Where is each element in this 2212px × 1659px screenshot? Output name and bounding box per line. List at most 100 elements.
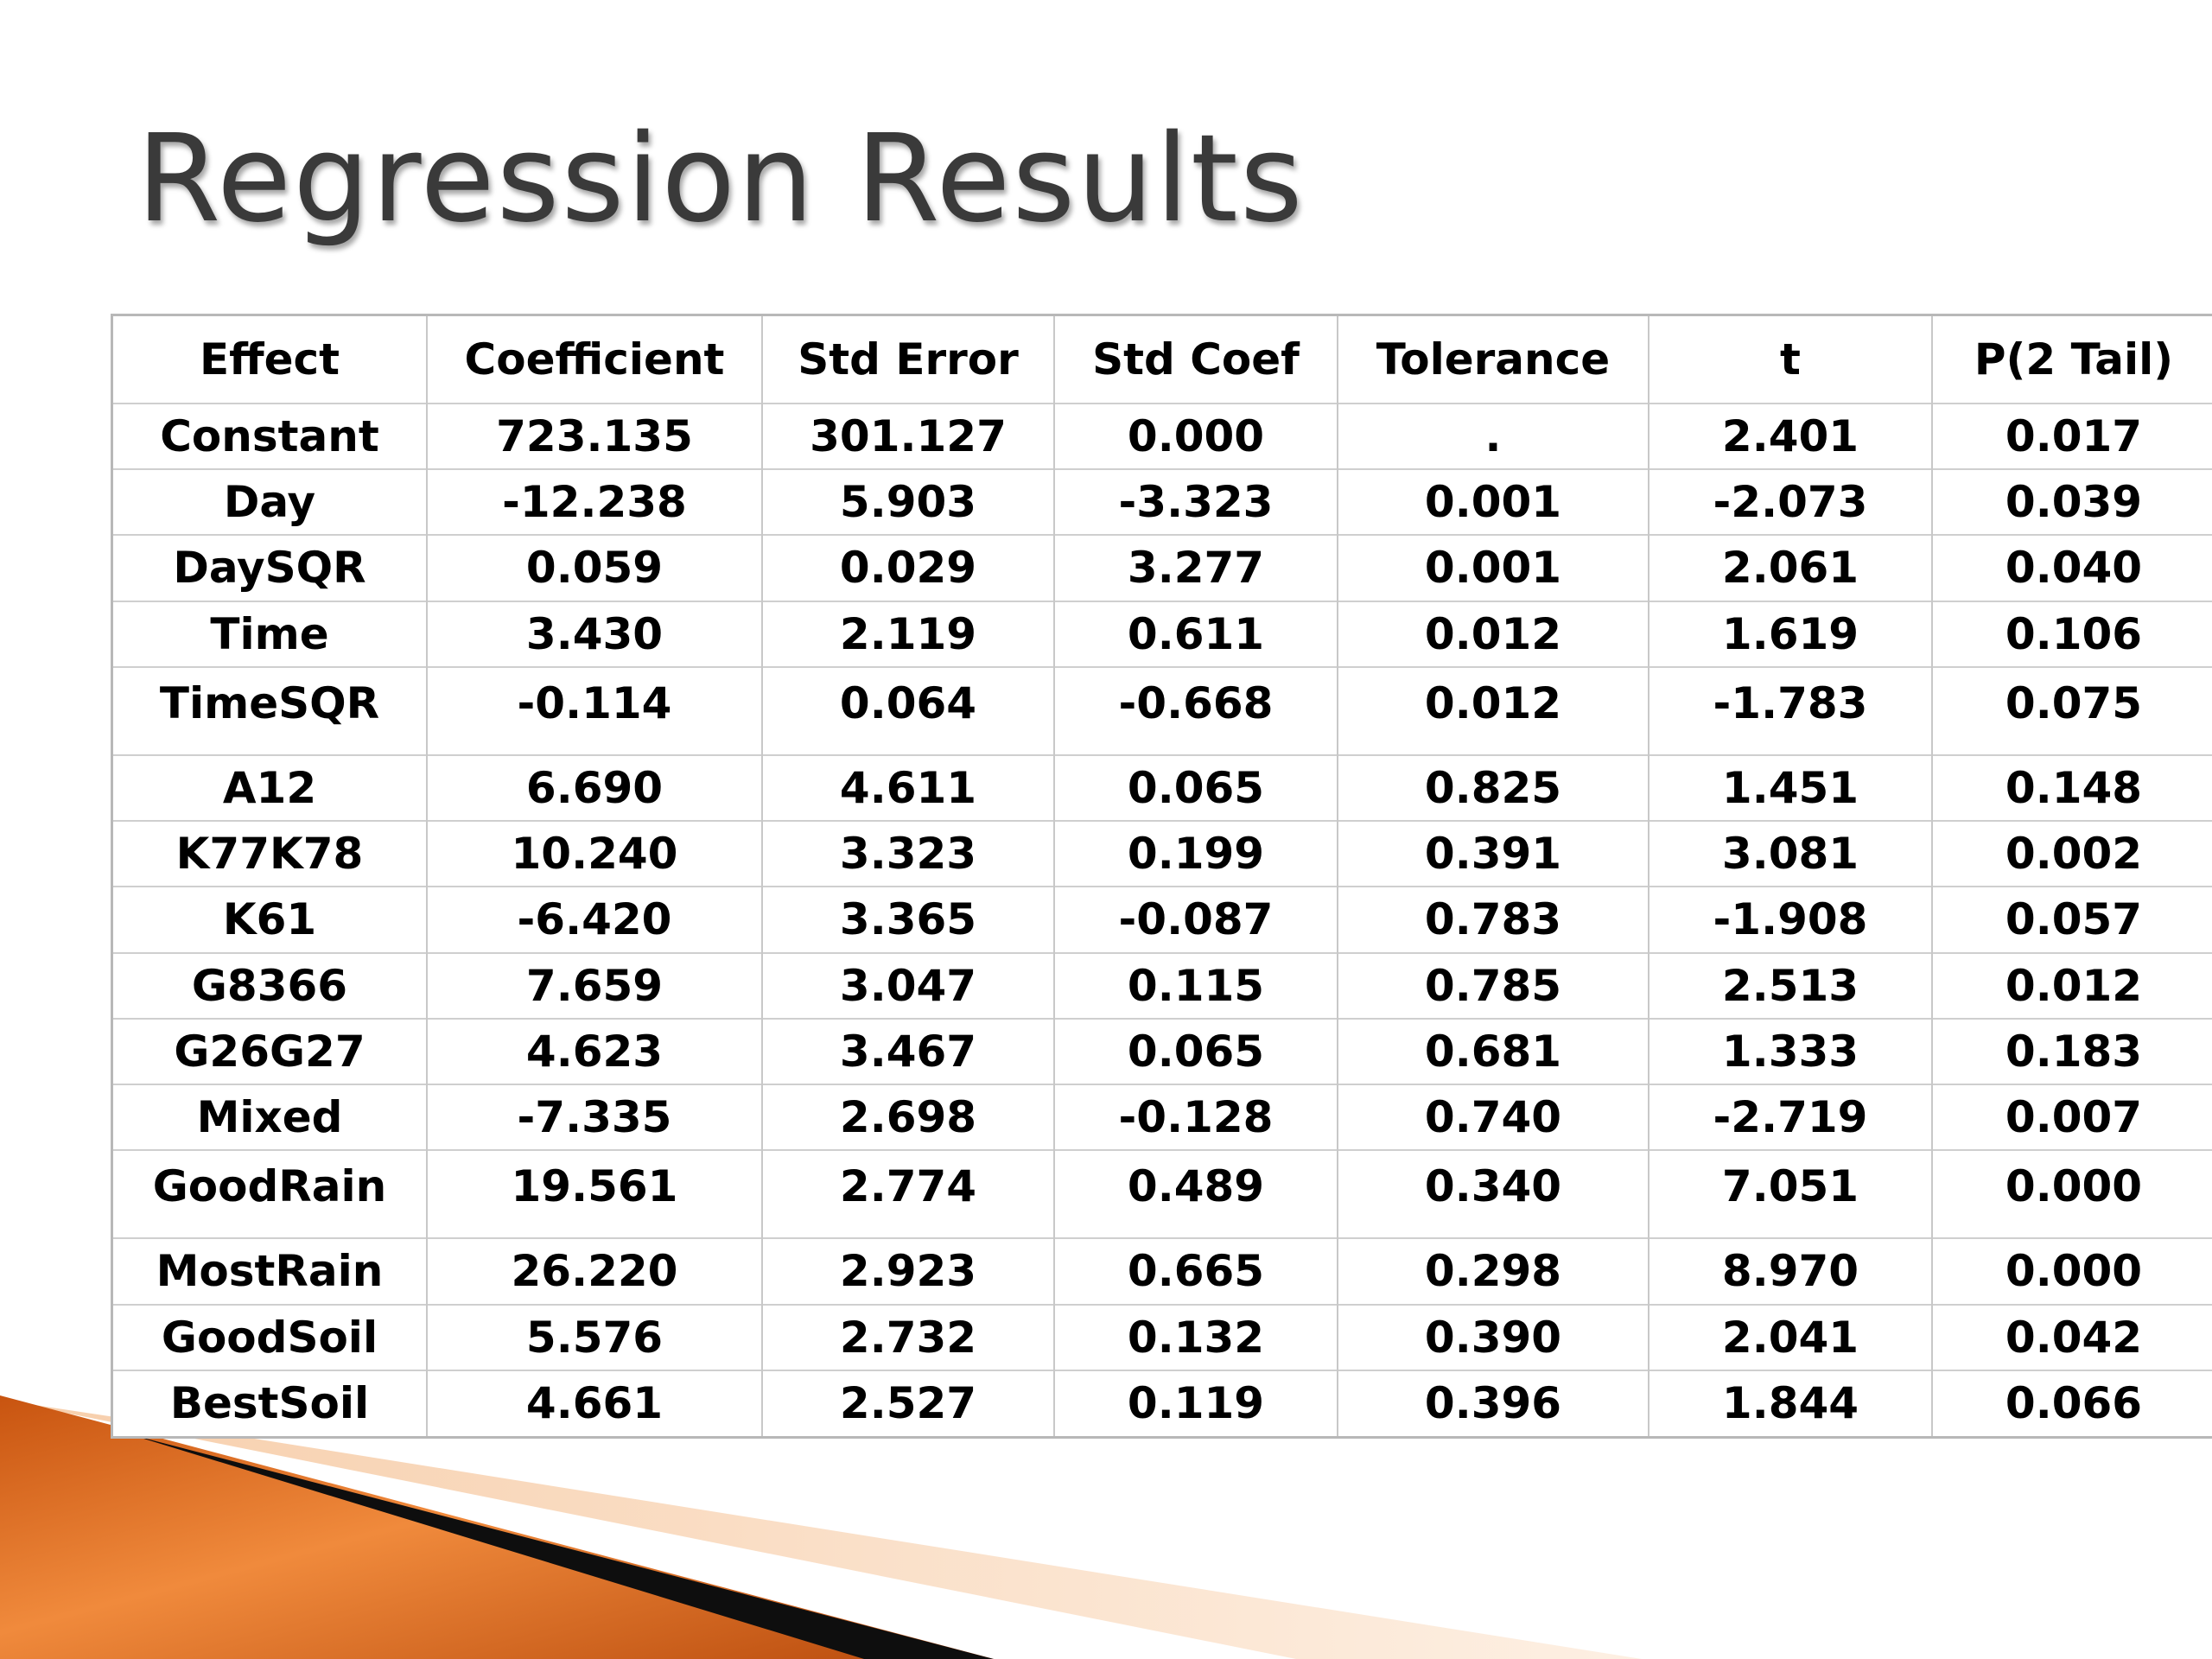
cell-std-coef: 0.199 <box>1053 820 1338 887</box>
cell-std-coef: 0.665 <box>1053 1237 1338 1305</box>
cell-effect: K77K78 <box>113 820 427 887</box>
cell-coefficient: -0.114 <box>426 665 762 755</box>
cell-effect: Time <box>113 600 427 667</box>
cell-std-error: 2.923 <box>761 1237 1054 1305</box>
cell-std-coef: 0.000 <box>1053 402 1338 470</box>
cell-t: -2.073 <box>1648 468 1932 536</box>
cell-effect: Day <box>113 468 427 536</box>
cell-effect: Constant <box>113 402 427 470</box>
header-std-error: Std Error <box>761 316 1054 404</box>
cell-std-coef: 0.132 <box>1053 1303 1338 1370</box>
cell-tolerance: 0.340 <box>1337 1149 1649 1239</box>
table-row: K77K78 10.240 3.323 0.199 0.391 3.081 0.… <box>113 820 2212 887</box>
cell-tolerance: 0.012 <box>1337 600 1649 667</box>
cell-coefficient: 6.690 <box>426 753 762 822</box>
pale-wedge <box>0 1400 1642 1659</box>
cell-tolerance: . <box>1337 402 1649 470</box>
cell-t: 2.401 <box>1648 402 1932 470</box>
cell-effect: GoodRain <box>113 1149 427 1239</box>
header-tolerance: Tolerance <box>1337 316 1649 404</box>
cell-std-coef: 0.115 <box>1053 951 1338 1019</box>
cell-coefficient: 19.561 <box>426 1149 762 1239</box>
cell-p: 0.057 <box>1931 886 2212 953</box>
cell-t: 2.041 <box>1648 1303 1932 1370</box>
table-row: MostRain 26.220 2.923 0.665 0.298 8.970 … <box>113 1237 2212 1305</box>
table-row: A12 6.690 4.611 0.065 0.825 1.451 0.148 <box>113 753 2212 822</box>
cell-coefficient: 0.059 <box>426 534 762 601</box>
cell-coefficient: 10.240 <box>426 820 762 887</box>
cell-std-coef: -0.668 <box>1053 665 1338 755</box>
cell-coefficient: 7.659 <box>426 951 762 1019</box>
cell-std-coef: 0.489 <box>1053 1149 1338 1239</box>
cell-std-error: 0.064 <box>761 665 1054 755</box>
table-row: GoodRain 19.561 2.774 0.489 0.340 7.051 … <box>113 1149 2212 1239</box>
table-row: Time 3.430 2.119 0.611 0.012 1.619 0.106 <box>113 600 2212 667</box>
cell-p: 0.012 <box>1931 951 2212 1019</box>
cell-tolerance: 0.391 <box>1337 820 1649 887</box>
cell-coefficient: 723.135 <box>426 402 762 470</box>
cell-coefficient: 26.220 <box>426 1237 762 1305</box>
header-p-2-tail: P(2 Tail) <box>1931 316 2212 404</box>
cell-std-error: 3.365 <box>761 886 1054 953</box>
cell-t: -1.783 <box>1648 665 1932 755</box>
cell-std-error: 3.323 <box>761 820 1054 887</box>
cell-tolerance: 0.012 <box>1337 665 1649 755</box>
cell-coefficient: 5.576 <box>426 1303 762 1370</box>
cell-t: -1.908 <box>1648 886 1932 953</box>
cell-coefficient: 4.623 <box>426 1017 762 1084</box>
cell-std-error: 2.732 <box>761 1303 1054 1370</box>
cell-effect: MostRain <box>113 1237 427 1305</box>
cell-effect: K61 <box>113 886 427 953</box>
cell-coefficient: -7.335 <box>426 1083 762 1151</box>
cell-t: 1.333 <box>1648 1017 1932 1084</box>
black-wedge <box>130 1434 994 1659</box>
cell-effect: BestSoil <box>113 1369 427 1436</box>
cell-std-error: 2.698 <box>761 1083 1054 1151</box>
cell-std-error: 3.047 <box>761 951 1054 1019</box>
cell-t: 1.844 <box>1648 1369 1932 1436</box>
cell-p: 0.183 <box>1931 1017 2212 1084</box>
cell-std-error: 2.527 <box>761 1369 1054 1436</box>
cell-t: 8.970 <box>1648 1237 1932 1305</box>
header-std-coef: Std Coef <box>1053 316 1338 404</box>
cell-tolerance: 0.396 <box>1337 1369 1649 1436</box>
cell-t: -2.719 <box>1648 1083 1932 1151</box>
header-t: t <box>1648 316 1932 404</box>
cell-p: 0.039 <box>1931 468 2212 536</box>
cell-tolerance: 0.785 <box>1337 951 1649 1019</box>
cell-tolerance: 0.681 <box>1337 1017 1649 1084</box>
cell-std-error: 301.127 <box>761 402 1054 470</box>
cell-tolerance: 0.783 <box>1337 886 1649 953</box>
cell-p: 0.042 <box>1931 1303 2212 1370</box>
cell-effect: TimeSQR <box>113 665 427 755</box>
regression-table-container: Effect Coefficient Std Error Std Coef To… <box>111 314 2212 1439</box>
header-row: Effect Coefficient Std Error Std Coef To… <box>113 316 2212 404</box>
header-effect: Effect <box>199 334 340 385</box>
cell-tolerance: 0.825 <box>1337 753 1649 822</box>
cell-coefficient: 3.430 <box>426 600 762 667</box>
header-coefficient: Coefficient <box>426 316 762 404</box>
cell-p: 0.066 <box>1931 1369 2212 1436</box>
cell-std-error: 2.119 <box>761 600 1054 667</box>
cell-std-coef: 0.119 <box>1053 1369 1338 1436</box>
cell-t: 1.451 <box>1648 753 1932 822</box>
cell-tolerance: 0.390 <box>1337 1303 1649 1370</box>
cell-t: 2.061 <box>1648 534 1932 601</box>
cell-effect: Mixed <box>113 1083 427 1151</box>
cell-p: 0.148 <box>1931 753 2212 822</box>
cell-p: 0.000 <box>1931 1237 2212 1305</box>
cell-std-coef: 0.065 <box>1053 1017 1338 1084</box>
cell-effect: DaySQR <box>113 534 427 601</box>
table-row: Mixed -7.335 2.698 -0.128 0.740 -2.719 0… <box>113 1083 2212 1151</box>
table-row: TimeSQR -0.114 0.064 -0.668 0.012 -1.783… <box>113 665 2212 755</box>
table-row: Constant 723.135 301.127 0.000 . 2.401 0… <box>113 402 2212 470</box>
cell-t: 1.619 <box>1648 600 1932 667</box>
cell-tolerance: 0.740 <box>1337 1083 1649 1151</box>
cell-std-error: 3.467 <box>761 1017 1054 1084</box>
cell-effect: G26G27 <box>113 1017 427 1084</box>
cell-p: 0.017 <box>1931 402 2212 470</box>
cell-effect: A12 <box>113 753 427 822</box>
table-row: G26G27 4.623 3.467 0.065 0.681 1.333 0.1… <box>113 1017 2212 1084</box>
cell-tolerance: 0.001 <box>1337 468 1649 536</box>
table-row: DaySQR 0.059 0.029 3.277 0.001 2.061 0.0… <box>113 534 2212 601</box>
